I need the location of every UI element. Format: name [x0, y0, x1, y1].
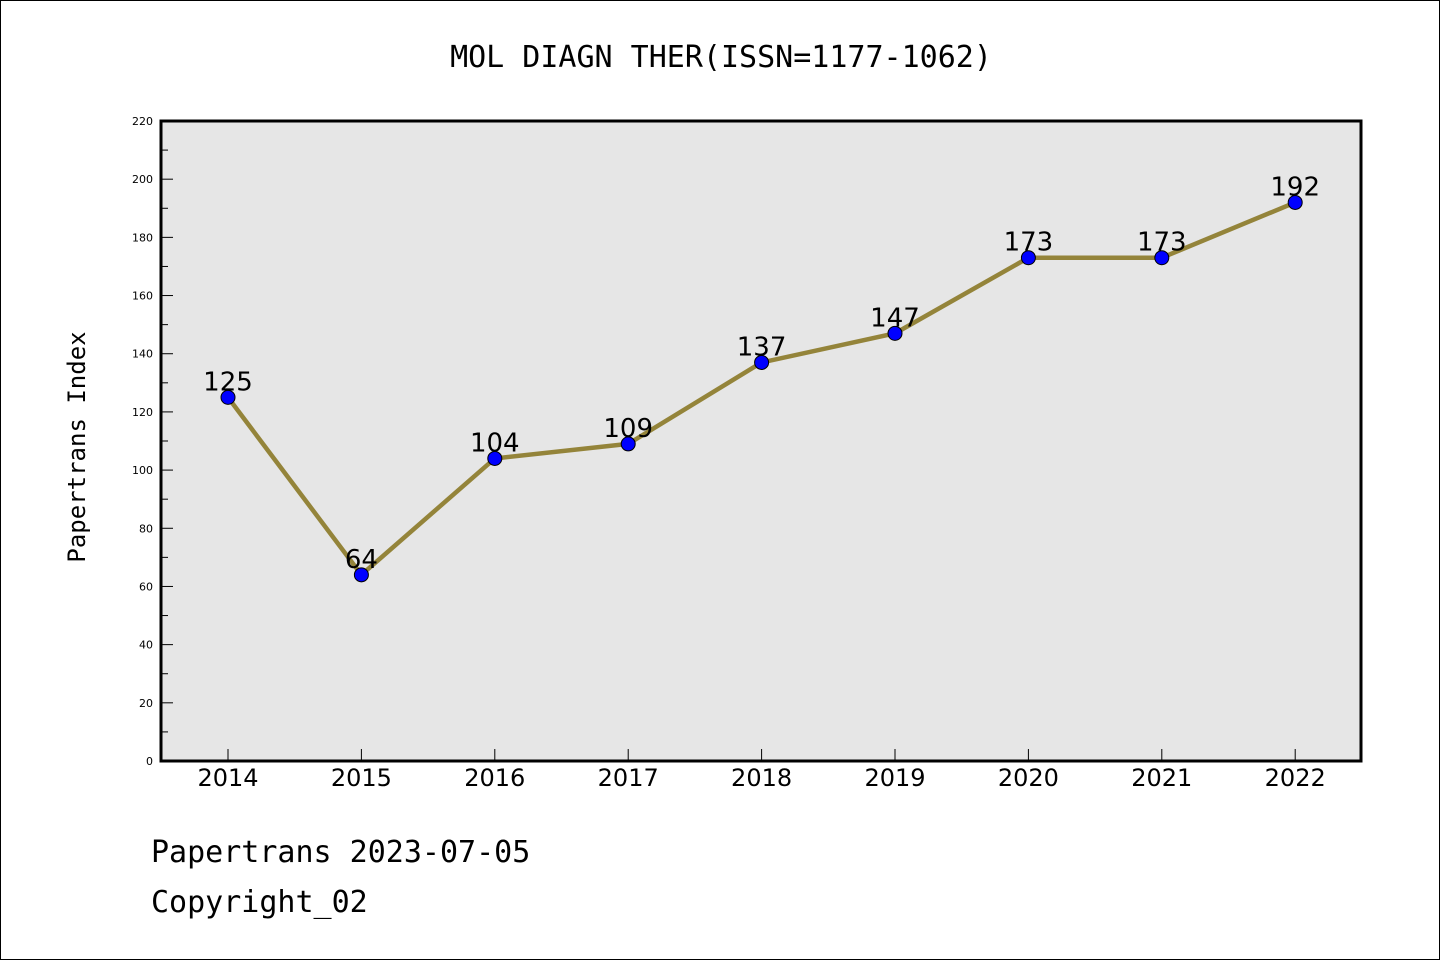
data-label-2014: 125: [203, 367, 253, 397]
y-tick-label: 20: [139, 697, 153, 710]
data-label-2021: 173: [1137, 228, 1187, 258]
data-label-2019: 147: [870, 303, 920, 333]
data-point-2020: [1020, 250, 1036, 266]
y-tick-label: 200: [132, 173, 153, 186]
data-label-2022: 192: [1270, 172, 1320, 202]
x-axis: 2014 2015 2016 2017 2018 2019 2020 2021 2022: [197, 749, 1326, 792]
x-tick-label: 2020: [998, 764, 1059, 792]
y-axis-label: Papertrans Index: [63, 331, 91, 562]
y-tick-label: 160: [132, 290, 153, 303]
y-tick-label: 80: [139, 522, 153, 535]
y-tick-label: 180: [132, 231, 153, 244]
footer-date-line: Papertrans 2023-07-05: [151, 835, 531, 870]
data-point-2021: [1154, 250, 1170, 266]
data-label-2020: 173: [1004, 228, 1054, 258]
data-point-2022: [1287, 194, 1303, 210]
data-point-2019: [887, 325, 903, 341]
x-tick-label: 2022: [1265, 764, 1326, 792]
markers-layer: [220, 194, 1303, 583]
x-tick-label: 2016: [464, 764, 525, 792]
footer-copyright-line: Copyright_02: [151, 885, 368, 920]
data-label-2015: 64: [345, 545, 378, 575]
x-tick-label: 2018: [731, 764, 792, 792]
data-point-2018: [754, 354, 770, 370]
y-tick-label: 100: [132, 464, 153, 477]
chart-title: MOL DIAGN THER(ISSN=1177-1062): [450, 40, 992, 75]
x-tick-label: 2015: [331, 764, 392, 792]
data-label-2017: 109: [603, 414, 653, 444]
y-tick-label: 60: [139, 580, 153, 593]
y-tick-label: 0: [146, 755, 153, 768]
data-point-2014: [220, 389, 236, 405]
data-point-2016: [487, 450, 503, 466]
data-label-2016: 104: [470, 428, 520, 458]
x-tick-label: 2019: [864, 764, 925, 792]
data-label-2018: 137: [737, 332, 787, 362]
y-tick-label: 120: [132, 406, 153, 419]
y-tick-label: 140: [132, 348, 153, 361]
data-point-2017: [620, 436, 636, 452]
data-labels-layer: 125 64 104 109 137 147 173 173 192: [203, 172, 1320, 574]
plot-border: [159, 119, 1363, 763]
x-tick-label: 2014: [197, 764, 258, 792]
y-tick-label: 40: [139, 639, 153, 652]
y-tick-label: 220: [132, 115, 153, 128]
data-point-2015: [353, 567, 369, 583]
x-tick-label: 2021: [1131, 764, 1192, 792]
x-tick-label: 2017: [598, 764, 659, 792]
plot-area: [161, 121, 1361, 761]
